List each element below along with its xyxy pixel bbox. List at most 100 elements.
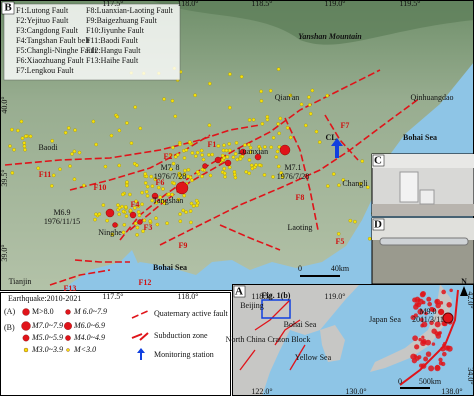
quake-dot <box>336 232 341 236</box>
quake-dot <box>125 121 129 125</box>
quake-dot <box>195 198 199 203</box>
quake-dot <box>201 157 206 162</box>
quake-dot <box>276 67 281 71</box>
quake-dot <box>117 212 121 217</box>
quake-dot <box>331 172 336 176</box>
quake-dot-a <box>421 335 425 339</box>
scale-label: 0 <box>298 264 302 273</box>
place-label-a: Japan Sea <box>369 315 401 324</box>
legend-symbol <box>23 347 29 353</box>
quake-dot <box>129 141 134 145</box>
quake-dot <box>10 171 15 175</box>
quake-dot <box>233 172 237 177</box>
quake-dot <box>171 145 175 150</box>
panel-label: D <box>374 219 382 231</box>
legend-item: Subduction zone <box>154 331 208 340</box>
quake-dot <box>268 89 273 93</box>
place-label-a: Bohai Sea <box>284 320 317 329</box>
quake-dot <box>207 123 212 127</box>
quake-dot-a <box>442 351 447 357</box>
quake-major <box>224 159 232 167</box>
faults-a <box>239 299 306 371</box>
quake-dot <box>178 142 182 147</box>
quake-dot <box>138 126 143 131</box>
legend-frame <box>0 292 231 396</box>
event-date: 1976/7/28 <box>154 172 186 181</box>
quake-dot-a <box>420 363 427 369</box>
quake-dot <box>177 171 182 176</box>
quake-dot <box>271 175 275 179</box>
quake-dot <box>317 140 322 144</box>
quake-dot <box>161 187 165 191</box>
lon-tick-label: 118.0° <box>178 0 199 8</box>
quake-dot <box>140 190 144 195</box>
quake-dot <box>173 114 177 119</box>
quake-dot <box>181 208 185 213</box>
quake-dot <box>157 185 161 190</box>
quake-dot <box>208 173 213 178</box>
quake-dot-a <box>414 344 420 350</box>
quake-dot-a <box>438 357 443 362</box>
quake-dot <box>222 166 226 171</box>
quake-major <box>112 222 118 228</box>
panel-c <box>371 153 474 217</box>
event-magnitude: M7. 8 <box>160 163 179 172</box>
korea <box>320 325 345 362</box>
cabinet <box>399 171 419 203</box>
quake-dot <box>143 172 147 176</box>
instrument <box>419 189 435 205</box>
place-label: Laoting <box>288 223 313 232</box>
place-label-a: Beijing <box>240 301 264 310</box>
quake-dot <box>149 174 153 179</box>
lat-tick-label: 40.0° <box>0 96 9 113</box>
legend-item: M3.0~3.9 <box>31 345 63 354</box>
quake-dot <box>200 174 204 179</box>
scale-label-a: 500km <box>419 377 442 386</box>
quake-dot <box>247 118 252 122</box>
fault-label: F5 <box>336 237 345 246</box>
quake-dot <box>169 167 173 171</box>
quake-dot <box>91 119 96 124</box>
quake-dot <box>220 153 225 158</box>
quake-dot <box>103 164 108 169</box>
fault-line <box>4 124 261 166</box>
quake-dot <box>22 144 27 149</box>
quake-dot <box>257 163 262 167</box>
lon-tick-label-a: 138.0° <box>441 387 462 396</box>
quake-dot <box>117 128 122 133</box>
quake-dot <box>227 142 232 146</box>
quake-dot <box>307 95 311 99</box>
quake-dot <box>51 173 56 178</box>
mainland <box>232 284 360 396</box>
panel-label: A <box>235 286 243 298</box>
quake-dot-a <box>446 345 453 352</box>
quake-dot <box>36 166 40 170</box>
quake-dot <box>251 118 256 122</box>
quake-dot <box>97 212 102 216</box>
quake-dot <box>68 164 72 168</box>
legend-symbol <box>65 309 71 315</box>
bay <box>60 250 140 291</box>
quake-dot <box>176 197 181 202</box>
quake-dot <box>195 150 200 155</box>
quake-dot <box>288 135 293 140</box>
quake-dot <box>171 161 176 166</box>
fault-label: F8 <box>296 193 305 202</box>
event-magnitude: M6.9 <box>53 208 70 217</box>
quake-dot <box>162 201 167 206</box>
quake-dot <box>144 190 149 194</box>
fault-label: F3 <box>144 223 153 232</box>
quake-dot-a <box>420 323 425 328</box>
quake-dot-a <box>416 302 422 308</box>
event-date-a: 2011/3/11 <box>412 315 444 324</box>
quake-dot-a <box>427 301 433 307</box>
quake-dot <box>254 163 258 167</box>
quake-dot <box>145 184 150 189</box>
quake-dot <box>24 134 28 138</box>
fault-line <box>74 259 130 263</box>
place-label: Changli <box>342 179 368 188</box>
quake-dot <box>247 171 251 176</box>
quake-dot <box>122 223 127 227</box>
legend-symbol <box>21 321 31 331</box>
legend-station-symbol <box>137 348 145 360</box>
